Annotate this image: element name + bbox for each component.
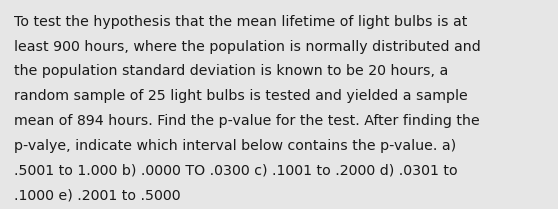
Text: .1000 e) .2001 to .5000: .1000 e) .2001 to .5000: [14, 189, 181, 203]
Text: To test the hypothesis that the mean lifetime of light bulbs is at: To test the hypothesis that the mean lif…: [14, 15, 468, 29]
Text: the population standard deviation is known to be 20 hours, a: the population standard deviation is kno…: [14, 64, 448, 78]
Text: least 900 hours, where the population is normally distributed and: least 900 hours, where the population is…: [14, 40, 480, 54]
Text: mean of 894 hours. Find the p-value for the test. After finding the: mean of 894 hours. Find the p-value for …: [14, 114, 480, 128]
Text: random sample of 25 light bulbs is tested and yielded a sample: random sample of 25 light bulbs is teste…: [14, 89, 468, 103]
Text: p-valye, indicate which interval below contains the p-value. a): p-valye, indicate which interval below c…: [14, 139, 456, 153]
Text: .5001 to 1.000 b) .0000 TO .0300 c) .1001 to .2000 d) .0301 to: .5001 to 1.000 b) .0000 TO .0300 c) .100…: [14, 164, 458, 178]
